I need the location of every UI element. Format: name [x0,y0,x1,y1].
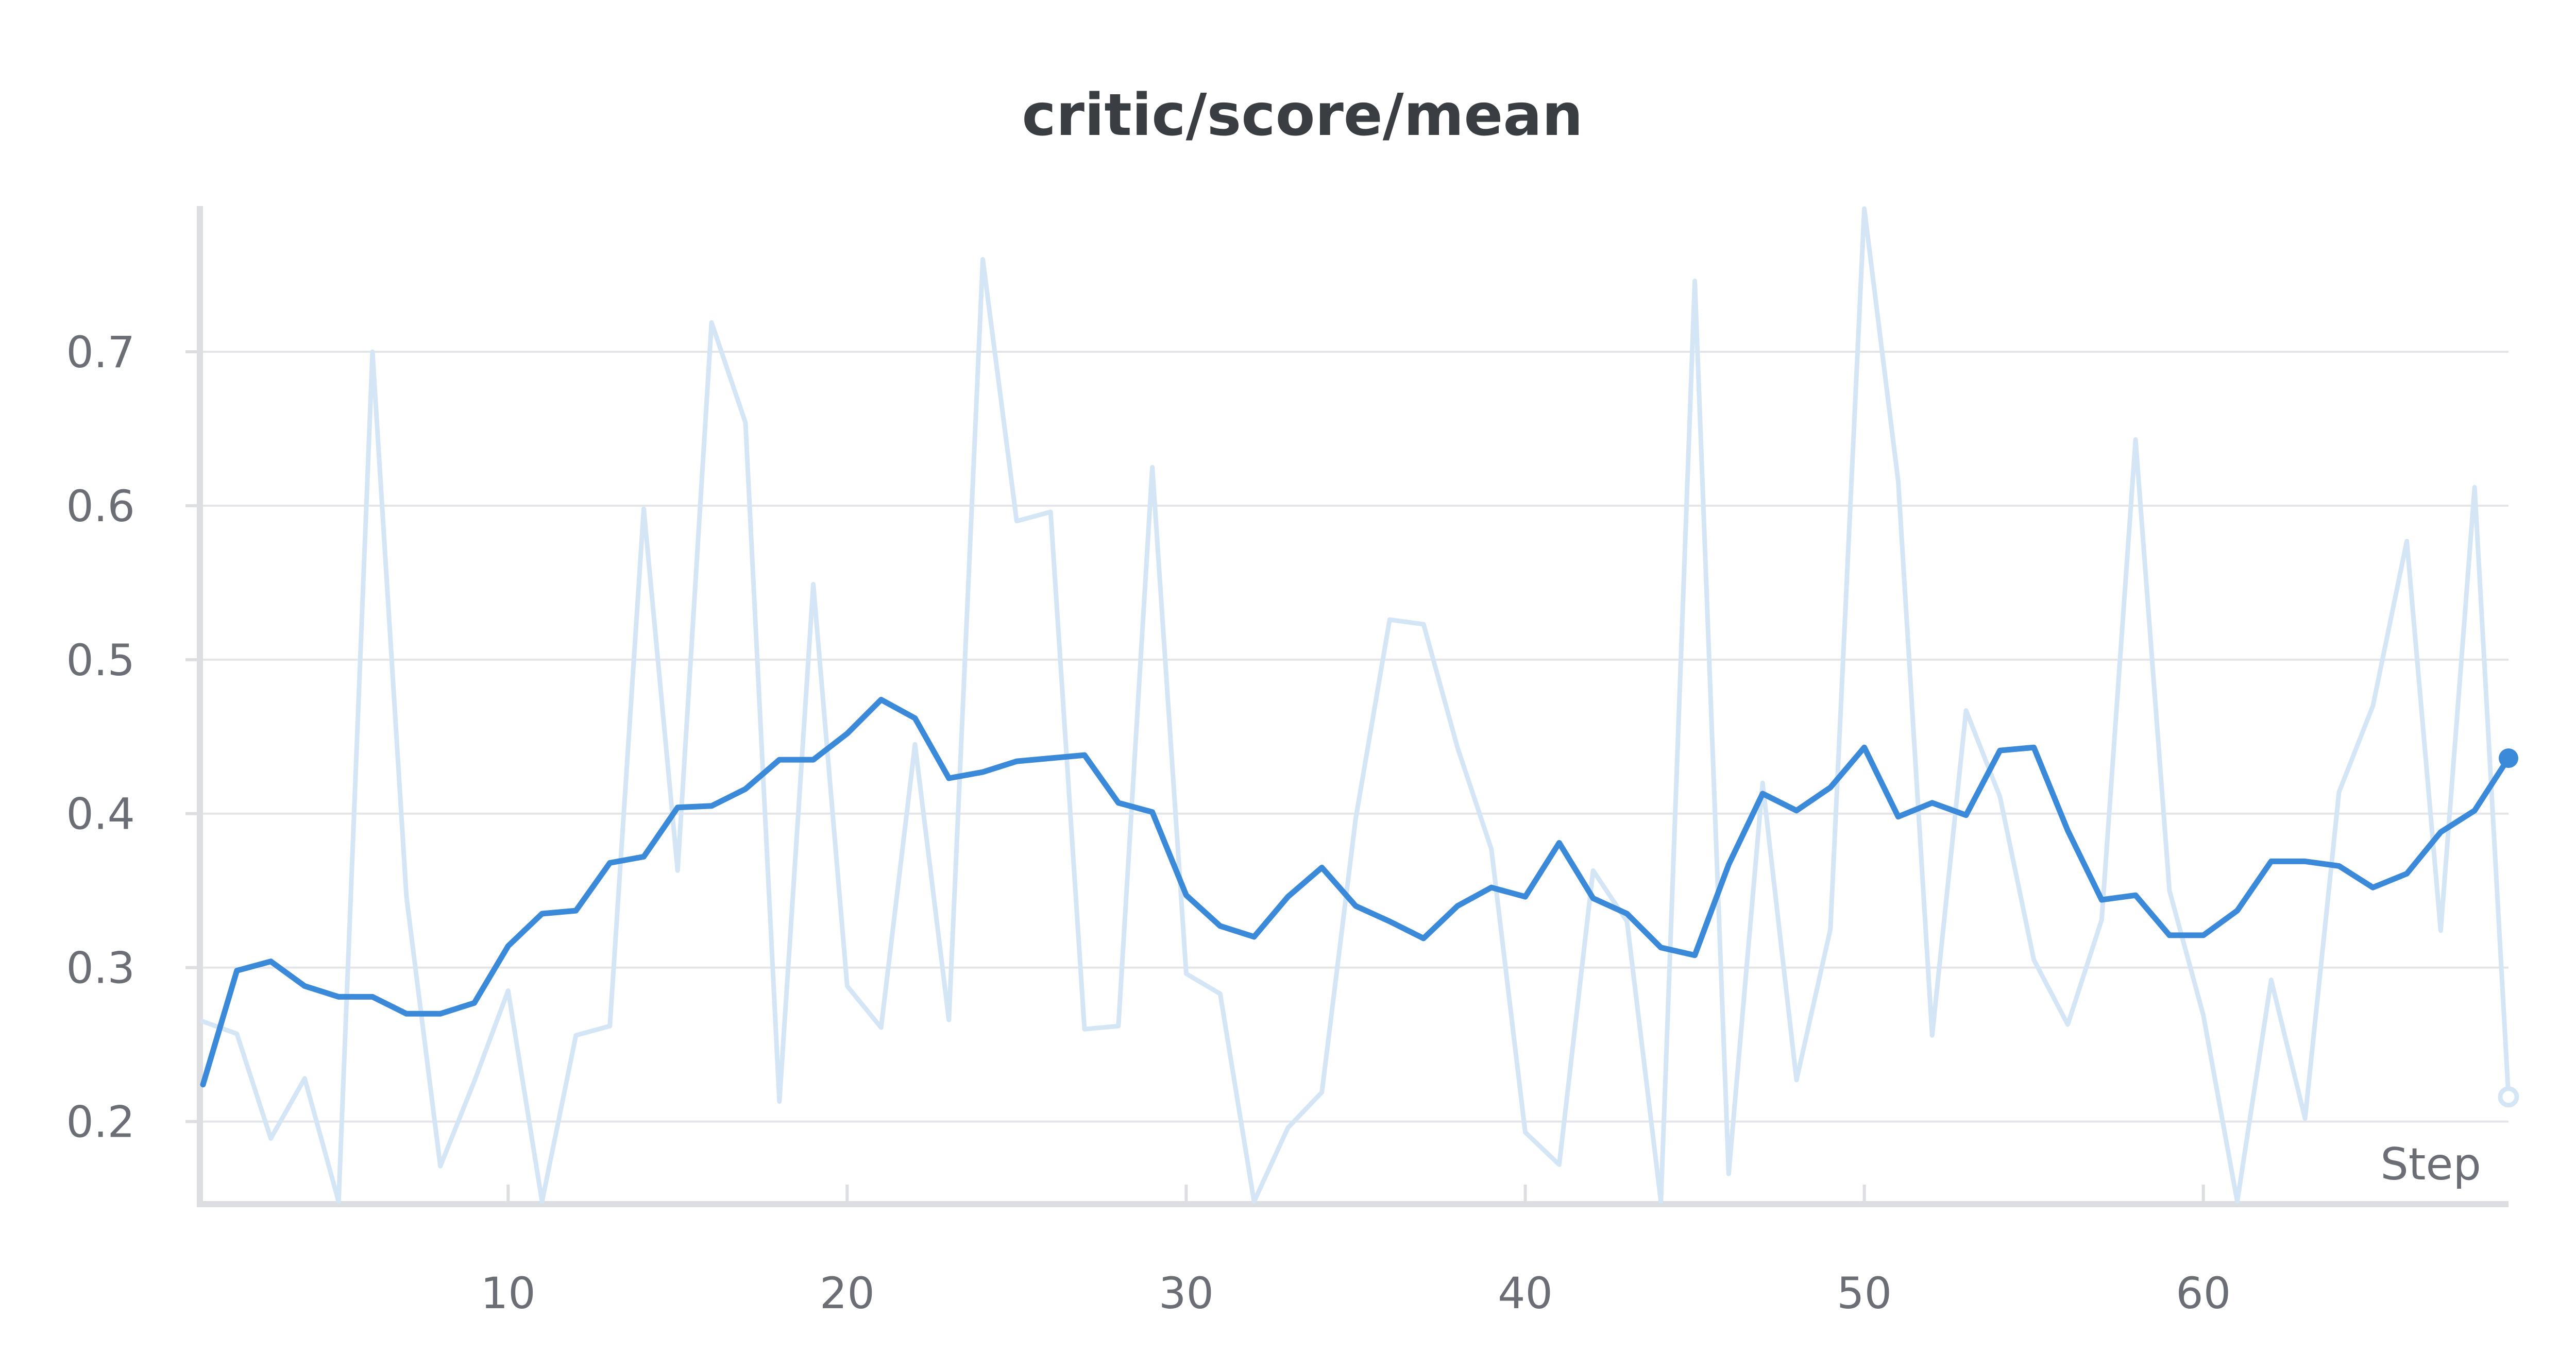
x-tick-label-0: 10 [481,1268,536,1318]
x-axis-title: Step [2380,1139,2481,1190]
y-tick-label-1: 0.3 [66,943,135,994]
x-tick-label-2: 30 [1159,1268,1214,1318]
series-end-point-smoothed [2499,748,2518,768]
x-tick-label-3: 40 [1498,1268,1553,1318]
y-tick-label-2: 0.4 [66,789,135,840]
y-axis-ticks: 0.2 0.3 0.4 0.5 0.6 0.7 [66,327,200,1148]
y-tick-label-3: 0.5 [66,635,135,686]
y-tick-label-5: 0.7 [66,327,135,378]
axes [197,206,2509,1207]
x-tick-label-5: 60 [2176,1268,2231,1318]
series [200,206,2519,1204]
series-line-smoothed [200,697,2512,1088]
x-tick-label-1: 20 [820,1268,875,1318]
series-end-point-raw [2498,1086,2519,1108]
grid [203,350,2509,1123]
x-axis-ticks: 10 20 30 40 50 60 [481,1185,2231,1318]
y-tick-label-4: 0.6 [66,481,135,532]
x-tick-label-4: 50 [1837,1268,1892,1318]
series-line-raw [200,206,2511,1204]
chart-title: critic/score/mean [1022,82,1583,149]
y-tick-label-0: 0.2 [66,1097,135,1148]
